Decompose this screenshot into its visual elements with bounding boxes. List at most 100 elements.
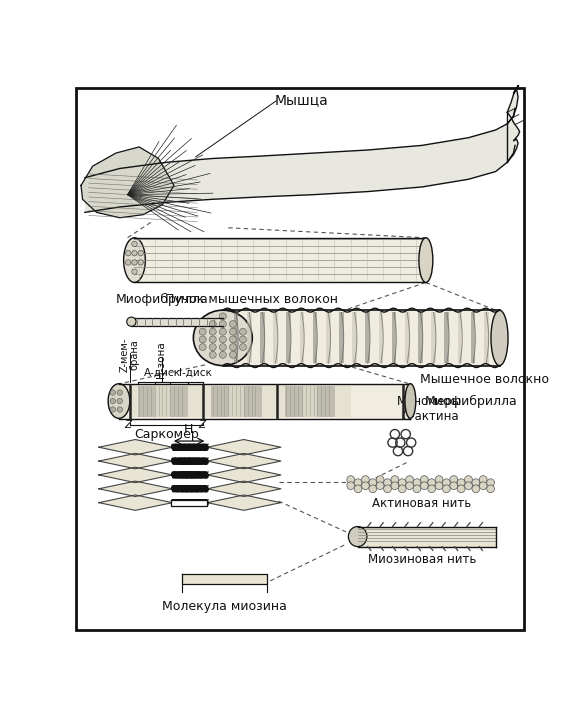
Ellipse shape [193,310,253,365]
Polygon shape [261,385,277,417]
Text: А-диск: А-диск [144,368,181,378]
Polygon shape [207,454,281,469]
Circle shape [132,260,137,265]
Polygon shape [99,467,172,483]
Polygon shape [182,574,267,584]
Polygon shape [357,527,496,547]
Polygon shape [484,312,489,363]
Polygon shape [155,385,170,417]
Circle shape [110,407,115,412]
Polygon shape [85,108,515,213]
Polygon shape [130,385,138,417]
Polygon shape [326,312,331,363]
Circle shape [428,485,435,493]
Polygon shape [431,312,436,363]
Circle shape [229,343,236,351]
Polygon shape [138,385,188,417]
Circle shape [479,476,487,483]
Polygon shape [99,454,172,469]
Ellipse shape [419,237,433,282]
Polygon shape [99,495,172,510]
Circle shape [209,351,216,358]
Polygon shape [207,481,281,496]
Circle shape [117,390,122,395]
Circle shape [479,482,487,490]
Polygon shape [207,439,281,455]
Text: Мышца: Мышца [275,93,329,107]
Circle shape [347,476,355,483]
Circle shape [199,328,206,335]
Circle shape [229,321,236,328]
Circle shape [487,485,495,493]
Circle shape [457,479,465,486]
Circle shape [138,250,144,256]
Text: Миофибрилла: Миофибрилла [424,395,517,407]
Polygon shape [99,481,172,496]
Circle shape [199,336,206,343]
Circle shape [132,250,137,256]
Circle shape [376,482,384,490]
Polygon shape [366,312,370,363]
Ellipse shape [108,384,130,418]
Circle shape [398,479,406,486]
Text: Молекула миозина: Молекула миозина [162,599,287,613]
Circle shape [362,482,369,490]
Circle shape [209,321,216,328]
Circle shape [369,479,377,486]
Circle shape [229,336,236,343]
Circle shape [209,328,216,335]
Polygon shape [507,82,520,162]
Circle shape [219,351,226,358]
Circle shape [369,485,377,493]
Circle shape [240,343,247,351]
Circle shape [240,328,247,335]
Polygon shape [188,385,203,417]
Circle shape [219,313,226,320]
Circle shape [354,479,362,486]
Circle shape [435,482,443,490]
Polygon shape [302,385,318,417]
Circle shape [240,336,247,343]
Polygon shape [171,500,207,506]
Polygon shape [207,467,281,483]
Ellipse shape [127,317,136,326]
Polygon shape [229,385,244,417]
Circle shape [442,485,450,493]
Polygon shape [335,385,350,417]
Polygon shape [379,312,383,363]
Circle shape [472,485,480,493]
Text: I-диск: I-диск [179,368,212,378]
Circle shape [132,269,137,274]
Circle shape [384,485,391,493]
Circle shape [384,479,391,486]
Circle shape [472,479,480,486]
Circle shape [110,398,115,404]
Text: Саркомер: Саркомер [134,428,199,441]
Polygon shape [418,312,423,363]
Circle shape [219,328,226,335]
Text: Z: Z [125,420,132,430]
Circle shape [219,321,226,328]
Circle shape [229,328,236,335]
Text: Миофибрилла: Миофибрилла [116,293,209,306]
Circle shape [229,351,236,358]
Polygon shape [392,312,396,363]
Circle shape [132,241,137,247]
Circle shape [406,482,414,490]
Polygon shape [119,384,410,419]
Circle shape [398,485,406,493]
Circle shape [199,343,206,351]
Polygon shape [277,385,285,417]
Circle shape [413,479,421,486]
Circle shape [347,482,355,490]
Ellipse shape [405,384,416,418]
Circle shape [117,407,122,412]
Circle shape [450,476,458,483]
Circle shape [219,336,226,343]
Text: Миозиновая нить: Миозиновая нить [368,553,476,567]
Polygon shape [339,312,344,363]
Polygon shape [260,312,265,363]
Circle shape [209,343,216,351]
Polygon shape [458,312,462,363]
Text: Н-зона: Н-зона [156,342,166,378]
